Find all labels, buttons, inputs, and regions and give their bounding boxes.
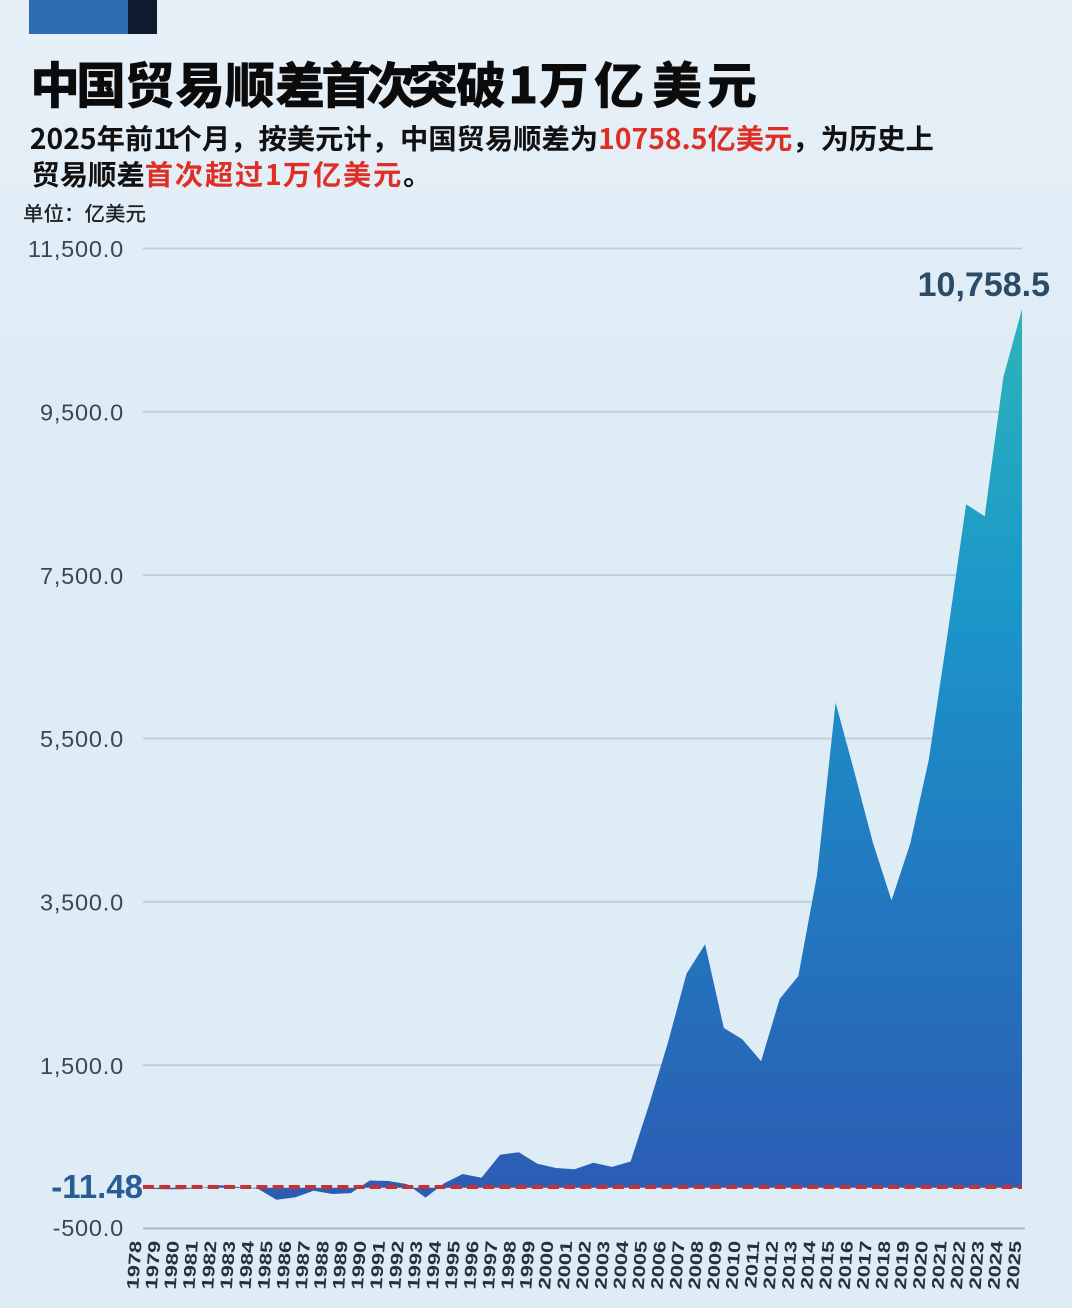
svg-text:2020: 2020 <box>910 1240 932 1290</box>
svg-text:1985: 1985 <box>255 1240 277 1290</box>
svg-text:1988: 1988 <box>311 1240 333 1290</box>
svg-text:2005: 2005 <box>629 1240 651 1290</box>
svg-text:2011: 2011 <box>741 1240 763 1289</box>
svg-text:2023: 2023 <box>966 1240 988 1290</box>
svg-text:2010: 2010 <box>723 1240 745 1290</box>
svg-text:-500.0: -500.0 <box>53 1215 124 1241</box>
svg-text:2012: 2012 <box>760 1240 782 1290</box>
svg-text:2024: 2024 <box>985 1240 1007 1290</box>
svg-text:1992: 1992 <box>386 1240 408 1290</box>
svg-text:1999: 1999 <box>517 1240 539 1290</box>
svg-text:1993: 1993 <box>404 1240 426 1290</box>
svg-text:2003: 2003 <box>592 1240 614 1290</box>
svg-text:1,500.0: 1,500.0 <box>40 1053 124 1079</box>
svg-text:1986: 1986 <box>273 1240 295 1290</box>
svg-text:1997: 1997 <box>479 1240 501 1290</box>
svg-text:2013: 2013 <box>779 1240 801 1290</box>
svg-text:1979: 1979 <box>142 1240 164 1290</box>
svg-text:2018: 2018 <box>872 1240 894 1290</box>
svg-text:2014: 2014 <box>797 1240 819 1290</box>
svg-text:11,500.0: 11,500.0 <box>28 236 124 262</box>
svg-text:2021: 2021 <box>929 1240 951 1290</box>
svg-text:9,500.0: 9,500.0 <box>40 399 124 425</box>
svg-text:1984: 1984 <box>236 1240 258 1290</box>
svg-text:2002: 2002 <box>573 1240 595 1290</box>
svg-text:2008: 2008 <box>685 1240 707 1290</box>
svg-text:2000: 2000 <box>535 1240 557 1290</box>
svg-text:1996: 1996 <box>461 1240 483 1290</box>
svg-text:1989: 1989 <box>329 1240 351 1290</box>
svg-text:2001: 2001 <box>554 1240 576 1290</box>
svg-text:7,500.0: 7,500.0 <box>40 563 124 589</box>
svg-text:2025: 2025 <box>1003 1240 1025 1290</box>
svg-text:1990: 1990 <box>348 1240 370 1290</box>
svg-text:1991: 1991 <box>367 1240 389 1290</box>
svg-text:2022: 2022 <box>947 1240 969 1290</box>
svg-text:1982: 1982 <box>198 1240 220 1290</box>
svg-text:2017: 2017 <box>854 1240 876 1290</box>
svg-text:1987: 1987 <box>292 1240 314 1290</box>
svg-text:3,500.0: 3,500.0 <box>40 889 124 915</box>
svg-text:1994: 1994 <box>423 1240 445 1290</box>
svg-text:5,500.0: 5,500.0 <box>40 726 124 752</box>
svg-text:1995: 1995 <box>442 1240 464 1290</box>
svg-text:2006: 2006 <box>648 1240 670 1290</box>
svg-text:2016: 2016 <box>835 1240 857 1290</box>
svg-text:1978: 1978 <box>124 1240 146 1290</box>
svg-text:2015: 2015 <box>816 1240 838 1290</box>
svg-text:10,758.5: 10,758.5 <box>918 266 1050 304</box>
svg-text:1981: 1981 <box>180 1240 202 1290</box>
svg-text:1998: 1998 <box>498 1240 520 1290</box>
svg-text:2007: 2007 <box>666 1240 688 1290</box>
svg-text:2009: 2009 <box>704 1240 726 1290</box>
svg-text:-11.48: -11.48 <box>51 1168 143 1205</box>
svg-text:1980: 1980 <box>161 1240 183 1290</box>
svg-text:1983: 1983 <box>217 1240 239 1290</box>
svg-text:2019: 2019 <box>891 1240 913 1290</box>
svg-text:2004: 2004 <box>610 1240 632 1290</box>
